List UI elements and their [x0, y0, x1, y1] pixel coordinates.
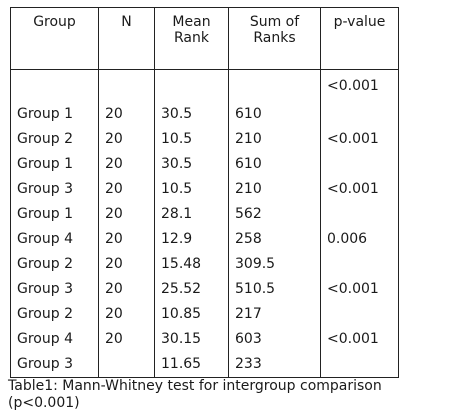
cell-mean-rank: 10.5 [154, 127, 229, 152]
cell-n: 20 [98, 177, 155, 202]
table-row: <0.001 [10, 69, 399, 102]
table-row: Group 4 20 12.9 258 0.006 [10, 227, 399, 252]
header-group: Group [10, 7, 99, 70]
cell-group: Group 4 [10, 227, 99, 252]
cell-p-value [320, 302, 399, 327]
table-row: Group 2 20 10.85 217 [10, 302, 399, 327]
cell-mean-rank: 10.85 [154, 302, 229, 327]
cell-group: Group 3 [10, 352, 99, 378]
header-p-value: p-value [320, 7, 399, 70]
cell-sum-of-ranks [228, 69, 321, 102]
table-body: <0.001 Group 1 20 30.5 610 Group 2 20 10… [10, 69, 399, 378]
cell-n: 20 [98, 302, 155, 327]
cell-sum-of-ranks: 210 [228, 127, 321, 152]
cell-p-value [320, 102, 399, 127]
cell-group: Group 3 [10, 177, 99, 202]
cell-p-value: <0.001 [320, 69, 399, 102]
cell-sum-of-ranks: 217 [228, 302, 321, 327]
mann-whitney-table: Group N Mean Rank Sum of Ranks p-value <… [10, 7, 399, 378]
cell-group: Group 2 [10, 252, 99, 277]
table-row: Group 4 20 30.15 603 <0.001 [10, 327, 399, 352]
cell-mean-rank: 11.65 [154, 352, 229, 378]
cell-sum-of-ranks: 210 [228, 177, 321, 202]
table-row: Group 3 20 25.52 510.5 <0.001 [10, 277, 399, 302]
cell-group: Group 1 [10, 102, 99, 127]
cell-p-value [320, 202, 399, 227]
cell-p-value: <0.001 [320, 127, 399, 152]
cell-n: 20 [98, 102, 155, 127]
cell-sum-of-ranks: 309.5 [228, 252, 321, 277]
cell-p-value: <0.001 [320, 177, 399, 202]
cell-group: Group 1 [10, 152, 99, 177]
results-table-container: Group N Mean Rank Sum of Ranks p-value <… [10, 7, 399, 378]
cell-mean-rank: 30.5 [154, 102, 229, 127]
cell-group [10, 69, 99, 102]
table-row: Group 3 11.65 233 [10, 352, 399, 378]
cell-n [98, 352, 155, 378]
caption-line-1: Table1: Mann-Whitney test for intergroup… [8, 378, 382, 394]
cell-n: 20 [98, 327, 155, 352]
cell-p-value: <0.001 [320, 277, 399, 302]
cell-mean-rank: 30.15 [154, 327, 229, 352]
cell-sum-of-ranks: 233 [228, 352, 321, 378]
cell-mean-rank: 28.1 [154, 202, 229, 227]
cell-n: 20 [98, 252, 155, 277]
table-row: Group 1 20 30.5 610 [10, 102, 399, 127]
cell-n: 20 [98, 227, 155, 252]
cell-group: Group 3 [10, 277, 99, 302]
table-row: Group 1 20 30.5 610 [10, 152, 399, 177]
cell-sum-of-ranks: 258 [228, 227, 321, 252]
header-row: Group N Mean Rank Sum of Ranks p-value [10, 7, 399, 70]
table-row: Group 2 20 15.48 309.5 [10, 252, 399, 277]
cell-p-value: 0.006 [320, 227, 399, 252]
cell-mean-rank: 10.5 [154, 177, 229, 202]
table-row: Group 1 20 28.1 562 [10, 202, 399, 227]
cell-n [98, 69, 155, 102]
cell-group: Group 1 [10, 202, 99, 227]
cell-sum-of-ranks: 510.5 [228, 277, 321, 302]
cell-group: Group 2 [10, 302, 99, 327]
cell-sum-of-ranks: 610 [228, 152, 321, 177]
table-caption: Table1: Mann-Whitney test for intergroup… [8, 378, 448, 412]
cell-group: Group 2 [10, 127, 99, 152]
header-n: N [98, 7, 155, 70]
cell-mean-rank: 25.52 [154, 277, 229, 302]
cell-mean-rank: 12.9 [154, 227, 229, 252]
cell-sum-of-ranks: 610 [228, 102, 321, 127]
cell-n: 20 [98, 277, 155, 302]
table-row: Group 3 20 10.5 210 <0.001 [10, 177, 399, 202]
cell-sum-of-ranks: 603 [228, 327, 321, 352]
table-header: Group N Mean Rank Sum of Ranks p-value [10, 7, 399, 70]
cell-n: 20 [98, 127, 155, 152]
cell-mean-rank [154, 69, 229, 102]
header-sum-of-ranks: Sum of Ranks [228, 7, 321, 70]
caption-line-2: (p<0.001) [8, 395, 80, 411]
cell-n: 20 [98, 202, 155, 227]
cell-sum-of-ranks: 562 [228, 202, 321, 227]
cell-mean-rank: 30.5 [154, 152, 229, 177]
cell-p-value [320, 352, 399, 378]
header-mean-rank: Mean Rank [154, 7, 229, 70]
cell-p-value [320, 252, 399, 277]
cell-p-value [320, 152, 399, 177]
cell-p-value: <0.001 [320, 327, 399, 352]
table-row: Group 2 20 10.5 210 <0.001 [10, 127, 399, 152]
cell-mean-rank: 15.48 [154, 252, 229, 277]
cell-group: Group 4 [10, 327, 99, 352]
cell-n: 20 [98, 152, 155, 177]
